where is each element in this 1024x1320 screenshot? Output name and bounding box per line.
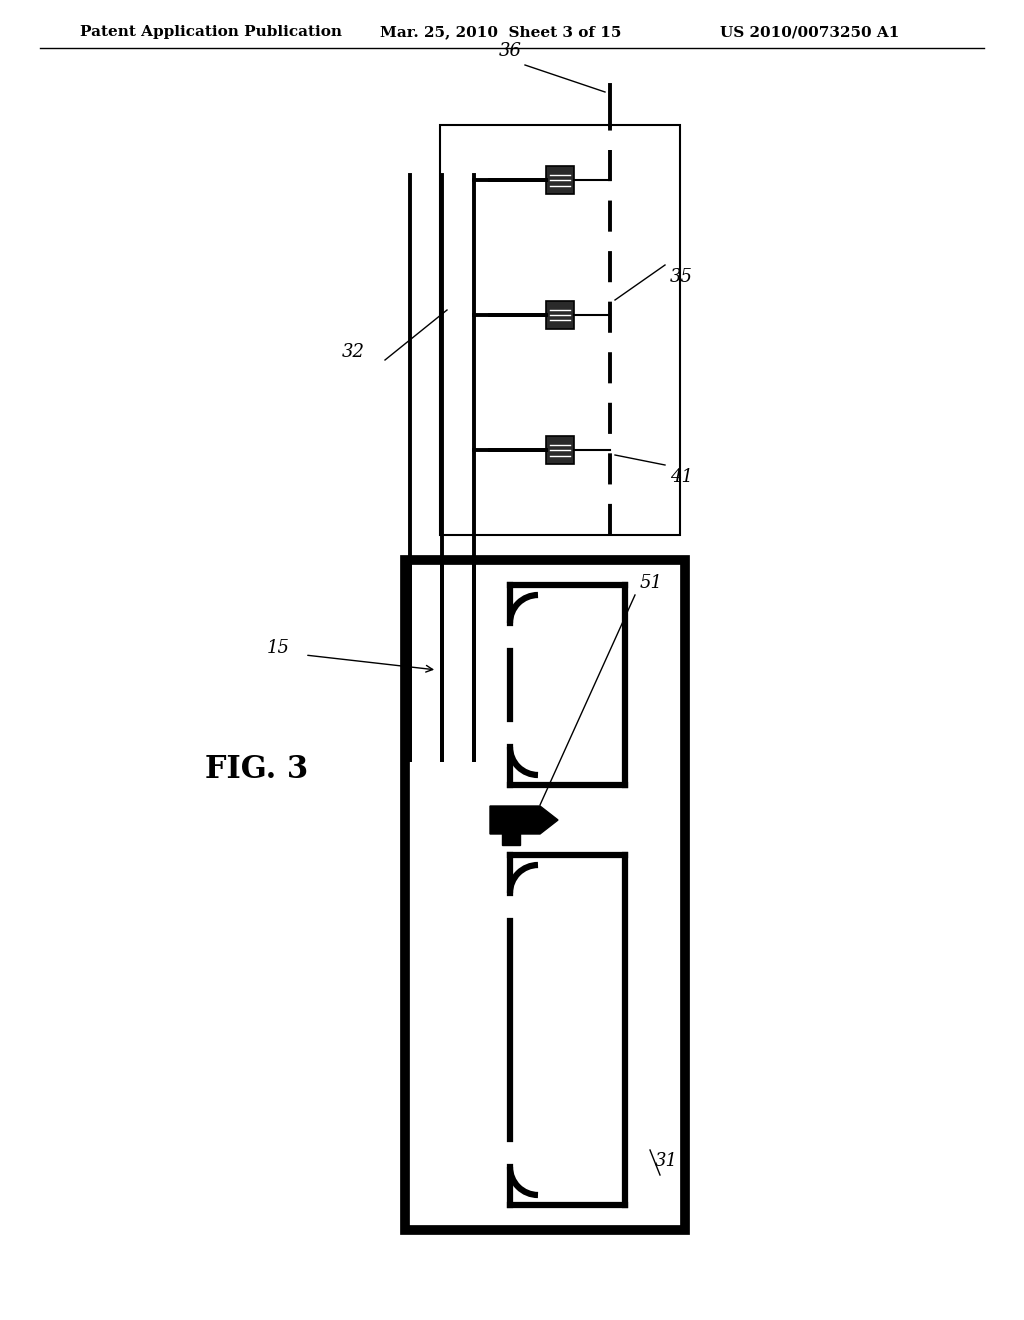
Text: 31: 31: [655, 1152, 678, 1170]
Text: 32: 32: [342, 343, 365, 360]
Text: 41: 41: [670, 469, 693, 486]
Bar: [406, 560, 685, 1230]
Bar: [546, 436, 574, 465]
Text: FIG. 3: FIG. 3: [205, 755, 308, 785]
Text: 35: 35: [670, 268, 693, 286]
Bar: [440, 125, 680, 535]
Text: Patent Application Publication: Patent Application Publication: [80, 25, 342, 40]
FancyArrow shape: [490, 807, 558, 834]
Text: US 2010/0073250 A1: US 2010/0073250 A1: [720, 25, 899, 40]
Text: Mar. 25, 2010  Sheet 3 of 15: Mar. 25, 2010 Sheet 3 of 15: [380, 25, 622, 40]
Text: 15: 15: [267, 639, 290, 657]
Bar: [546, 301, 574, 329]
Bar: [546, 166, 574, 194]
Bar: [502, 822, 520, 845]
Text: 51: 51: [640, 574, 663, 591]
Text: 36: 36: [499, 42, 521, 59]
